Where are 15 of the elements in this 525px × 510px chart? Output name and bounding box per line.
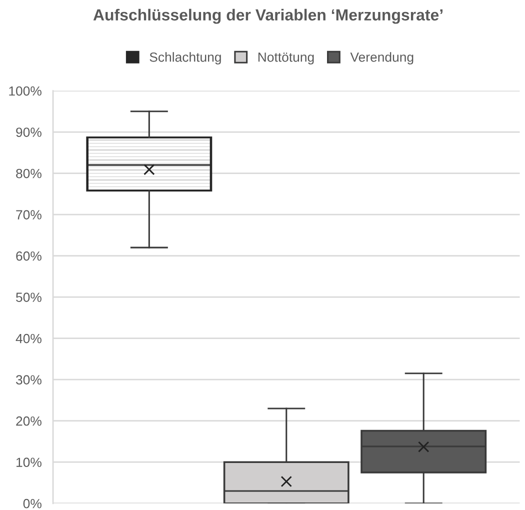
y-tick-label: 50%: [16, 292, 42, 302]
y-tick-label: 40%: [16, 334, 42, 344]
chart-title: Aufschlüsselung der Variablen ‘Merzungsrate’: [93, 8, 442, 24]
y-tick-label: 80%: [16, 168, 42, 178]
y-tick-label: 0%: [23, 498, 42, 508]
y-tick-label: 100%: [9, 86, 42, 96]
legend-label: Schlachtung: [150, 52, 221, 64]
y-tick-label: 70%: [16, 210, 42, 220]
y-tick-label: 90%: [16, 128, 42, 137]
legend-label: Verendung: [350, 52, 414, 64]
y-tick-label: 30%: [16, 375, 42, 385]
y-tick-label: 10%: [16, 458, 42, 468]
legend-label: Nottötung: [258, 52, 314, 64]
y-tick-label: 60%: [16, 251, 42, 261]
y-tick-label: 20%: [16, 416, 42, 426]
